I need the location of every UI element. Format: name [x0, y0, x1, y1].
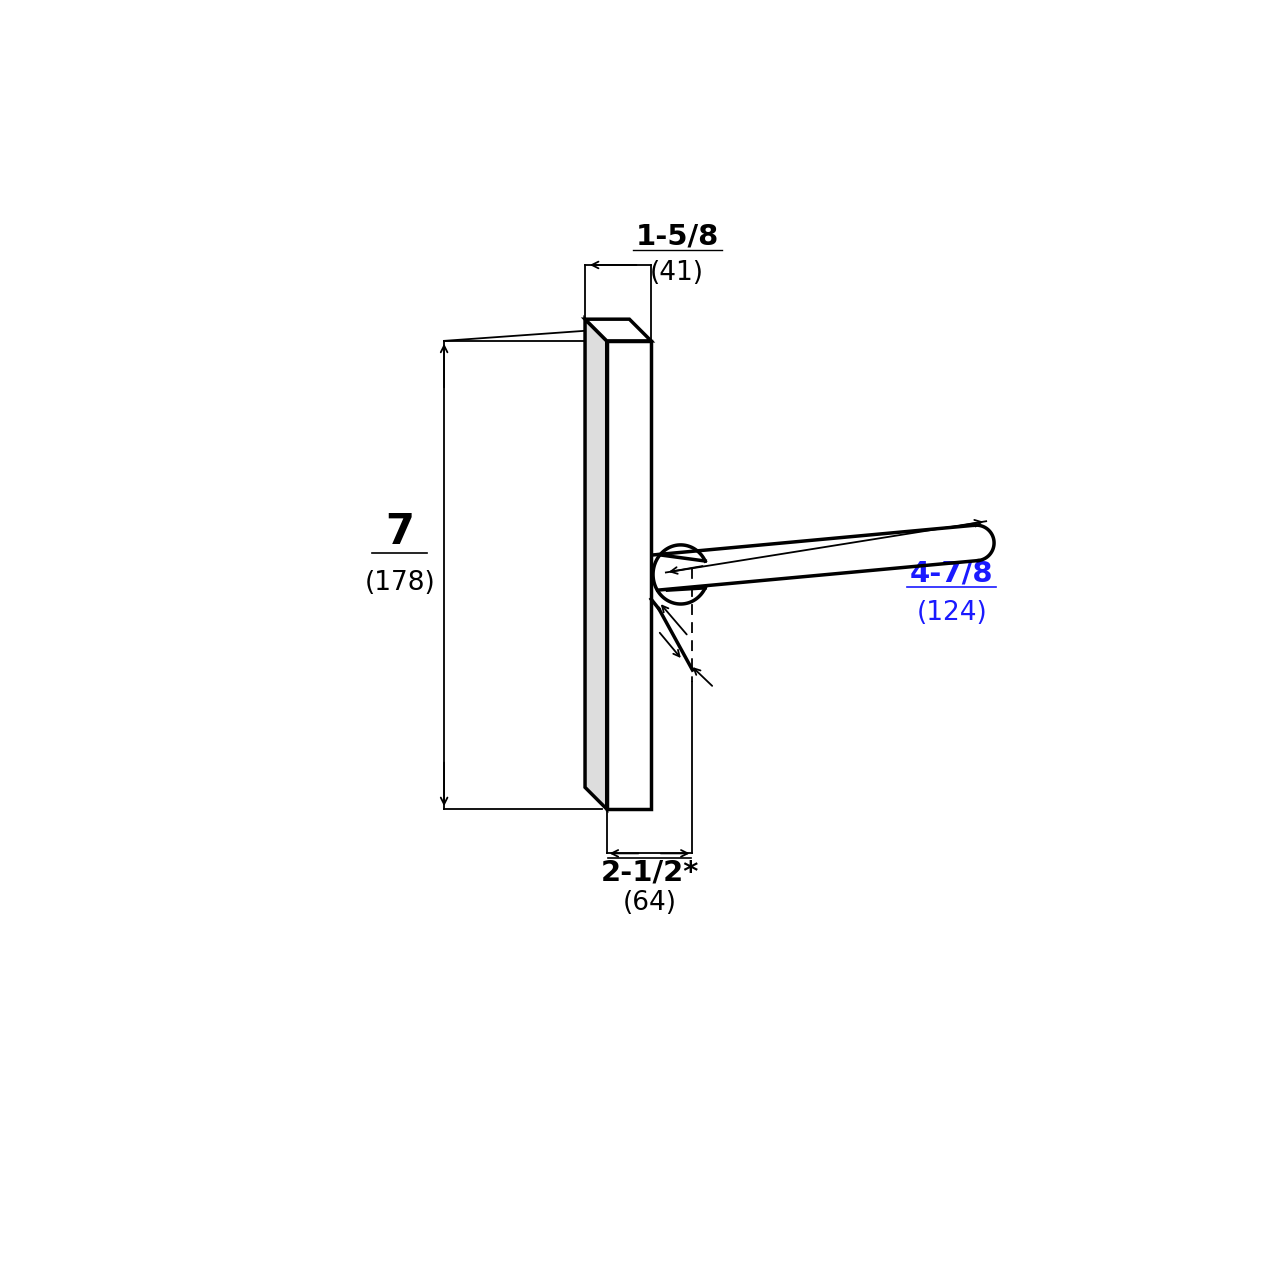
Text: (178): (178) [365, 570, 435, 596]
Polygon shape [585, 319, 652, 340]
Text: (124): (124) [916, 600, 987, 626]
Text: 1-5/8: 1-5/8 [636, 223, 719, 250]
Polygon shape [607, 340, 652, 809]
Text: 7: 7 [385, 511, 415, 553]
Text: (64): (64) [622, 890, 677, 916]
Text: 4-7/8: 4-7/8 [910, 559, 993, 588]
Text: (41): (41) [650, 260, 704, 285]
Polygon shape [585, 319, 607, 809]
Text: 2-1/2*: 2-1/2* [600, 859, 699, 886]
